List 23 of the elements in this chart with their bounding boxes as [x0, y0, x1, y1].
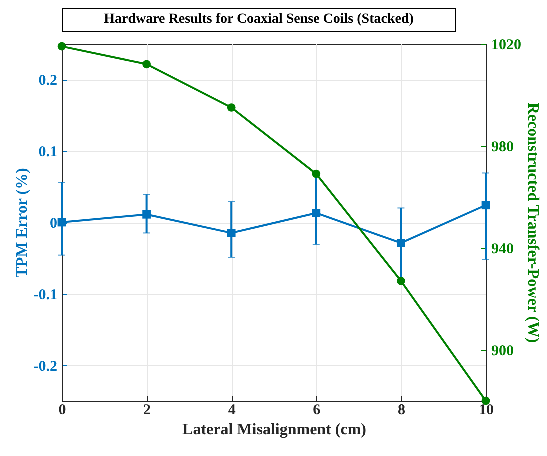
y-tick-label: 0.2 [38, 73, 58, 90]
y-axis-title: TPM Error (%) [14, 168, 31, 278]
y2-tick-label: 1020 [492, 38, 522, 54]
x-tick-label: 8 [398, 402, 406, 418]
y-tick-label: -0.2 [34, 358, 58, 375]
point [142, 60, 151, 69]
x-tick-label: 2 [144, 402, 152, 418]
y-tick-label: 0 [50, 216, 58, 232]
x-tick-label: 6 [313, 402, 322, 418]
x-tick-label: 4 [228, 402, 236, 418]
y2-axis-title: Reconstructed Transfer-Power (W) [524, 102, 542, 344]
x-tick-label: 10 [479, 402, 494, 418]
y2-tick-label: 900 [492, 344, 514, 360]
chart-title: Hardware Results for Coaxial Sense Coils (Stacked) [62, 8, 456, 32]
y-tick-label: 0.1 [38, 144, 58, 161]
point [58, 42, 66, 51]
y2-tick-label: 940 [492, 242, 514, 258]
y2-tick-label: 980 [492, 140, 514, 156]
point [397, 276, 406, 286]
point [312, 170, 321, 178]
y-tick-label: -0.1 [34, 287, 58, 304]
point [227, 104, 236, 112]
x-axis-title: Lateral Misalignment (cm) [182, 422, 366, 438]
